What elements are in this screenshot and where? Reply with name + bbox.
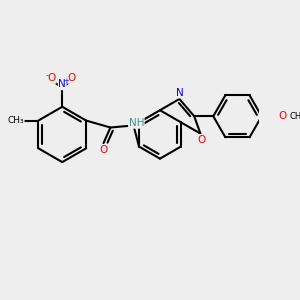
Text: N: N	[58, 79, 66, 89]
Text: CH₃: CH₃	[290, 112, 300, 121]
Text: -: -	[46, 71, 49, 80]
Text: +: +	[64, 78, 70, 84]
Text: CH₃: CH₃	[8, 116, 24, 125]
Text: O: O	[99, 145, 108, 155]
Text: O: O	[68, 73, 76, 83]
Text: O: O	[197, 135, 206, 145]
Text: N: N	[176, 88, 184, 98]
Text: NH: NH	[129, 118, 144, 128]
Text: O: O	[278, 111, 286, 121]
Text: O: O	[48, 73, 56, 83]
